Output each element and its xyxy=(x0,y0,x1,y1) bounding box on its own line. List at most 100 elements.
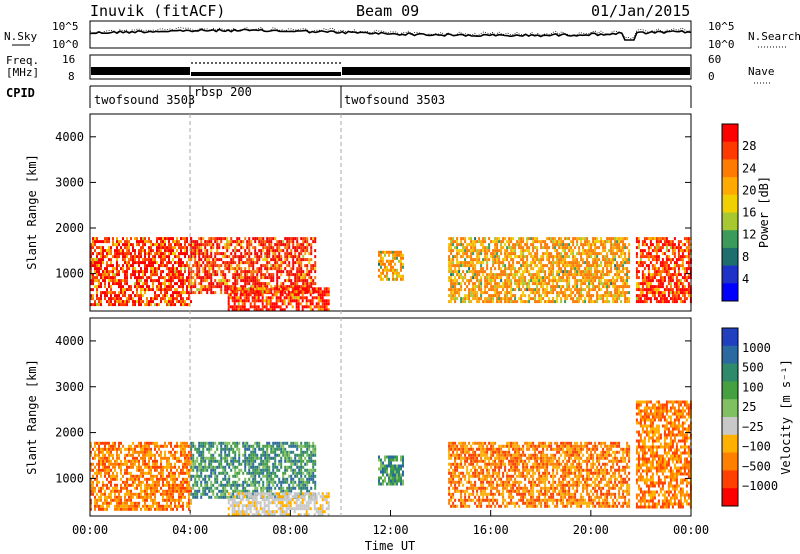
velocity-cell xyxy=(178,486,180,490)
power-cell xyxy=(228,255,231,259)
power-colorbar-tick: 20 xyxy=(742,183,756,197)
power-cell xyxy=(220,273,223,277)
power-cell xyxy=(584,297,587,301)
velocity-cell xyxy=(200,471,203,475)
velocity-cell xyxy=(106,495,108,499)
power-cell xyxy=(685,261,688,265)
power-cell xyxy=(657,279,660,283)
velocity-cell xyxy=(144,471,146,475)
power-cell xyxy=(134,300,136,304)
power-cell xyxy=(110,264,112,268)
power-cell xyxy=(114,276,116,280)
power-cell xyxy=(200,279,203,283)
power-cell xyxy=(576,267,579,271)
power-cell xyxy=(108,303,110,307)
power-cell xyxy=(260,249,263,253)
power-cell xyxy=(196,288,199,292)
velocity-cell xyxy=(138,483,140,487)
power-cell xyxy=(166,249,168,253)
power-cell xyxy=(588,255,591,259)
power-cell xyxy=(178,264,180,268)
power-cell xyxy=(524,300,527,304)
power-cell xyxy=(124,252,126,256)
power-cell xyxy=(458,243,461,247)
power-cell xyxy=(542,246,545,250)
power-cell xyxy=(470,249,473,253)
power-cell xyxy=(164,243,166,247)
power-cell xyxy=(228,285,231,289)
power-cell xyxy=(108,285,110,289)
power-cell xyxy=(564,243,567,247)
power-cell xyxy=(558,276,561,280)
velocity-cell xyxy=(168,474,170,478)
power-cell xyxy=(480,252,483,256)
velocity-cell xyxy=(92,480,94,484)
power-cell xyxy=(490,300,493,304)
power-cell xyxy=(172,285,174,289)
power-cell xyxy=(647,270,650,274)
power-cell xyxy=(277,299,280,303)
power-cell xyxy=(106,240,108,244)
power-cell xyxy=(454,264,457,268)
power-cell xyxy=(614,273,617,277)
power-cell xyxy=(259,287,262,291)
power-cell xyxy=(104,291,106,295)
power-cell xyxy=(675,288,678,292)
power-cell xyxy=(257,287,260,291)
velocity-cell xyxy=(176,489,178,493)
power-cell xyxy=(297,296,300,300)
velocity-cell xyxy=(198,477,201,481)
power-cell xyxy=(146,258,148,262)
power-cell xyxy=(294,249,297,253)
power-cell xyxy=(669,288,672,292)
power-cell xyxy=(566,285,569,289)
power-cell xyxy=(156,237,158,241)
power-cell xyxy=(546,300,549,304)
power-cell xyxy=(315,290,318,294)
power-cell xyxy=(130,273,132,277)
power-cell xyxy=(120,279,122,283)
power-cell xyxy=(244,255,247,259)
power-cell xyxy=(671,288,674,292)
velocity-cell xyxy=(120,447,122,451)
power-cell xyxy=(574,285,577,289)
power-cell xyxy=(160,297,162,301)
power-cell xyxy=(150,264,152,268)
power-cell xyxy=(308,285,311,289)
power-cell xyxy=(496,285,499,289)
velocity-cell xyxy=(156,462,158,466)
velocity-cell xyxy=(110,495,112,499)
velocity-cell xyxy=(194,480,197,484)
velocity-cell xyxy=(118,456,120,460)
power-cell xyxy=(261,299,264,303)
power-cell xyxy=(134,270,136,274)
velocity-cell xyxy=(190,447,193,451)
velocity-cell xyxy=(104,507,106,511)
power-cell xyxy=(618,270,621,274)
power-cell xyxy=(208,282,211,286)
power-cell xyxy=(258,249,261,253)
power-cell xyxy=(550,288,553,292)
power-cell xyxy=(314,270,317,274)
power-cell xyxy=(244,252,247,256)
power-cell xyxy=(614,267,617,271)
velocity-cell xyxy=(114,489,116,493)
power-cell xyxy=(271,302,274,306)
velocity-cell xyxy=(118,504,120,508)
velocity-cell xyxy=(112,471,114,475)
power-cell xyxy=(164,300,166,304)
power-cell xyxy=(315,296,318,300)
velocity-cell xyxy=(208,486,211,490)
power-cell xyxy=(681,258,684,262)
power-cell xyxy=(604,255,607,259)
power-cell xyxy=(486,249,489,253)
velocity-cell xyxy=(220,447,223,451)
power-cell xyxy=(174,270,176,274)
power-cell xyxy=(294,246,297,250)
power-cell xyxy=(610,261,613,265)
power-cell xyxy=(303,296,306,300)
power-cell xyxy=(118,297,120,301)
power-cell xyxy=(136,285,138,289)
power-cell xyxy=(643,279,646,283)
velocity-cell xyxy=(146,486,148,490)
